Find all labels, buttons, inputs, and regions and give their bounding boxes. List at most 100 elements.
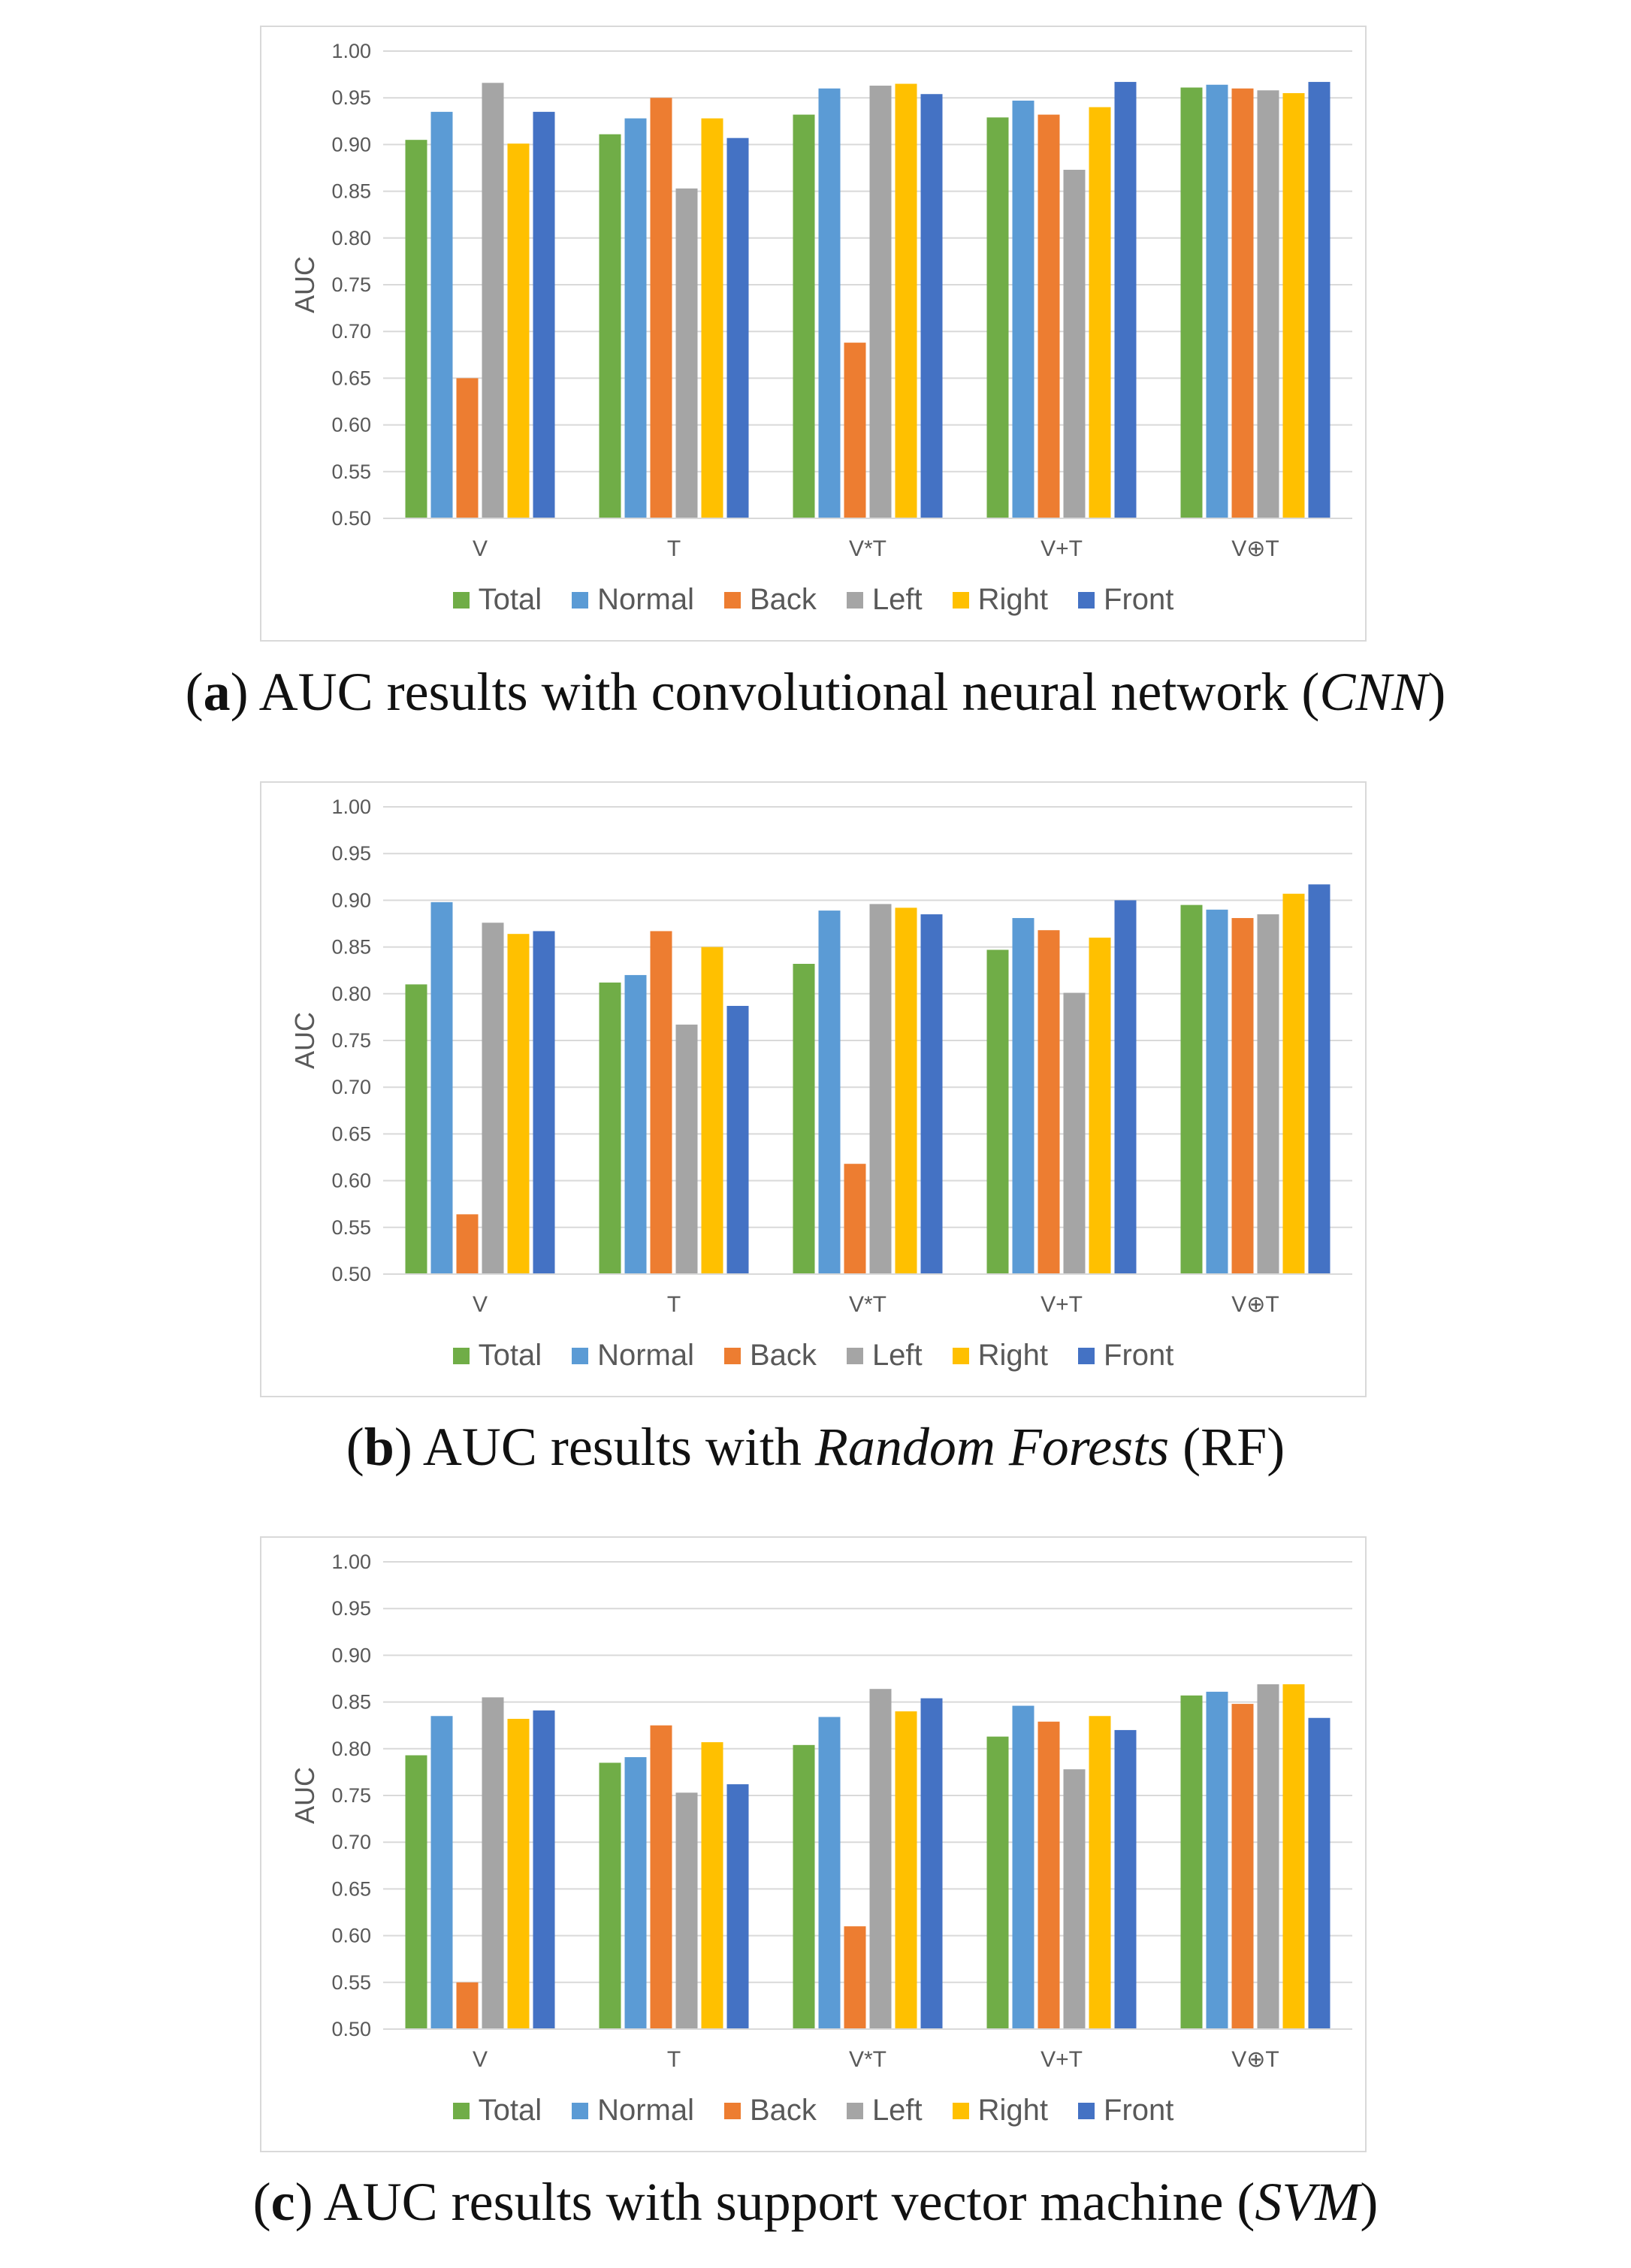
legend-label: Back xyxy=(750,1339,817,1372)
chart-frame: 0.50 0.55 0.60 0.65 0.70 0.75 0.80 0.85 0.90 0.95… xyxy=(260,26,1367,642)
legend-item-back: Back xyxy=(724,583,817,617)
legend-label: Right xyxy=(977,583,1049,616)
legend-item-right: Right xyxy=(952,2094,1048,2128)
x-tick-label: V*T xyxy=(849,536,886,561)
legend-label: Total xyxy=(478,583,542,616)
legend-item-normal: Normal xyxy=(572,1339,694,1373)
bar-normal xyxy=(1012,1705,1034,2029)
bar-right xyxy=(701,947,723,1274)
bar-front xyxy=(726,137,749,518)
bar-left xyxy=(1063,1769,1086,2029)
bar-front xyxy=(920,1698,943,2029)
y-tick-label: 0.50 xyxy=(331,507,371,530)
bar-front xyxy=(1308,1717,1330,2029)
bar-front xyxy=(1114,1729,1137,2029)
bar-front xyxy=(533,1710,555,2029)
legend-item-left: Left xyxy=(846,1339,923,1373)
y-tick-label: 0.90 xyxy=(331,1644,371,1666)
y-tick-label: 0.75 xyxy=(331,1029,371,1052)
bar-total xyxy=(1180,904,1203,1274)
chart-legend: Total Normal Back Left Right Front xyxy=(261,1339,1365,1373)
legend-swatch xyxy=(724,591,741,609)
caption-emphasis: CNN xyxy=(1319,662,1428,722)
y-axis-label: AUC xyxy=(289,1012,320,1069)
bar-right xyxy=(1089,938,1111,1274)
bar-normal xyxy=(624,974,647,1274)
legend-item-front: Front xyxy=(1078,2094,1173,2128)
y-tick-label: 0.55 xyxy=(331,461,371,483)
bar-normal xyxy=(1206,909,1228,1274)
legend-item-normal: Normal xyxy=(572,2094,694,2128)
y-tick-label: 0.60 xyxy=(331,1925,371,1947)
y-tick-label: 0.75 xyxy=(331,273,371,296)
bar-back xyxy=(1231,88,1254,518)
legend-swatch xyxy=(452,591,470,609)
caption-letter: a xyxy=(203,662,231,722)
y-tick-label: 1.00 xyxy=(331,1551,371,1573)
bar-right xyxy=(507,934,530,1274)
legend-item-left: Left xyxy=(846,583,923,617)
figure-caption: (c) AUC results with support vector mach… xyxy=(252,2172,1379,2232)
y-tick-label: 0.65 xyxy=(331,1122,371,1145)
bar-normal xyxy=(430,111,453,519)
bar-back xyxy=(1037,114,1060,518)
legend-swatch xyxy=(572,591,589,609)
bar-right xyxy=(1282,1684,1305,2029)
bar-left xyxy=(1257,90,1279,519)
y-axis-label: AUC xyxy=(289,1767,320,1824)
legend-label: Front xyxy=(1104,1339,1174,1372)
legend-swatch xyxy=(572,2102,589,2119)
legend-swatch xyxy=(724,1347,741,1364)
bar-left xyxy=(482,923,504,1274)
caption-letter: c xyxy=(270,2172,295,2232)
bar-back xyxy=(456,378,479,518)
bar-right xyxy=(1282,893,1305,1274)
bar-normal xyxy=(818,911,841,1274)
legend-swatch xyxy=(572,1347,589,1364)
bar-back xyxy=(844,1164,866,1274)
bar-chart: 0.50 0.55 0.60 0.65 0.70 0.75 0.80 0.85 0.90 0.95… xyxy=(289,796,1352,1317)
y-tick-label: 0.75 xyxy=(331,1784,371,1807)
legend-swatch xyxy=(952,1347,969,1364)
bar-right xyxy=(895,83,917,519)
y-tick-label: 0.90 xyxy=(331,133,371,156)
caption-letter: b xyxy=(364,1417,394,1477)
y-tick-label: 0.50 xyxy=(331,2018,371,2040)
y-tick-label: 0.85 xyxy=(331,1691,371,1714)
legend-label: Left xyxy=(871,1339,923,1372)
y-tick-label: 0.65 xyxy=(331,367,371,389)
x-tick-label: V+T xyxy=(1041,536,1083,561)
bar-normal xyxy=(624,118,647,518)
bar-back xyxy=(456,1982,479,2029)
legend-label: Right xyxy=(977,1339,1049,1372)
bar-right xyxy=(1089,107,1111,518)
bar-left xyxy=(675,1792,698,2029)
figure-caption: (b) AUC results with Random Forests (RF) xyxy=(346,1417,1285,1477)
legend-label: Left xyxy=(871,583,923,616)
bar-left xyxy=(675,188,698,519)
bar-front xyxy=(1308,82,1330,518)
x-tick-label: V+T xyxy=(1041,2047,1083,2072)
bar-right xyxy=(895,908,917,1274)
y-tick-label: 0.60 xyxy=(331,414,371,436)
legend-label: Normal xyxy=(597,2094,694,2127)
bar-front xyxy=(1114,900,1137,1274)
bar-total xyxy=(793,963,815,1274)
legend-label: Normal xyxy=(597,1339,694,1372)
legend-label: Left xyxy=(871,2094,923,2127)
x-tick-label: V*T xyxy=(849,1292,886,1317)
bar-total xyxy=(986,1736,1009,2029)
bar-right xyxy=(895,1711,917,2029)
x-tick-label: V*T xyxy=(849,2047,886,2072)
y-tick-label: 0.70 xyxy=(331,320,371,343)
bar-normal xyxy=(1012,918,1034,1274)
x-tick-label: T xyxy=(667,1292,681,1317)
x-tick-label: V⊕T xyxy=(1231,536,1279,561)
bar-front xyxy=(533,111,555,519)
legend-swatch xyxy=(1078,1347,1095,1364)
y-tick-label: 0.95 xyxy=(331,86,371,109)
y-tick-label: 0.80 xyxy=(331,227,371,249)
y-tick-label: 0.50 xyxy=(331,1263,371,1285)
bar-total xyxy=(599,134,621,518)
bar-total xyxy=(405,984,427,1274)
